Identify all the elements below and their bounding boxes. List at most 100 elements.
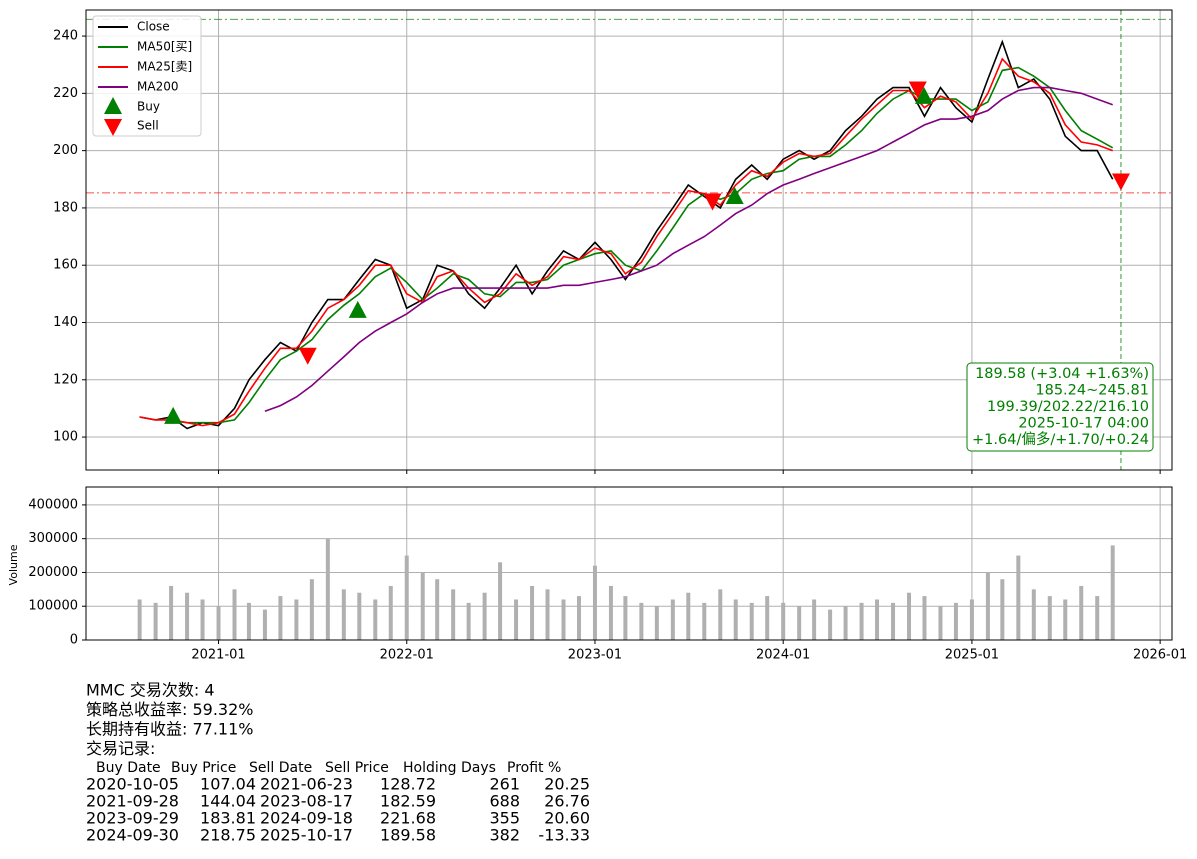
volume-bar — [1047, 596, 1052, 640]
legend-label: MA200 — [137, 80, 178, 94]
volume-bar — [153, 602, 158, 640]
volume-bar — [922, 596, 927, 640]
table-cell: 144.04 — [200, 792, 256, 811]
volume-bar — [875, 599, 880, 640]
volume-bar — [498, 562, 503, 640]
table-cell: 2025-10-17 — [260, 826, 353, 845]
table-cell: 20.60 — [544, 809, 590, 828]
volume-bar — [1000, 579, 1005, 640]
volume-bar — [969, 599, 974, 640]
volume-bar — [1031, 589, 1036, 640]
volume-bar — [812, 599, 817, 640]
table-cell: 26.76 — [544, 792, 590, 811]
volume-bar — [357, 592, 362, 640]
table-header: Profit % — [507, 760, 561, 776]
volume-bar — [530, 585, 535, 640]
line-series — [139, 57, 1113, 427]
volume-bar — [686, 592, 691, 640]
table-cell: 261 — [489, 775, 520, 794]
volume-bar — [797, 606, 802, 640]
volume-bar — [482, 592, 487, 640]
trade-marker — [164, 406, 183, 424]
table-cell: 218.75 — [200, 826, 256, 845]
volume-bar — [623, 596, 628, 640]
legend-label: MA25[卖] — [137, 60, 192, 74]
volume-bar — [388, 585, 393, 640]
annotation-line: 185.24~245.81 — [1035, 383, 1149, 399]
line-series — [264, 86, 1113, 413]
table-cell: -13.33 — [538, 826, 590, 845]
table-cell: 183.81 — [200, 809, 256, 828]
table-cell: 20.25 — [544, 775, 590, 794]
table-cell: 2021-09-28 — [86, 792, 179, 811]
volume-bar — [1016, 555, 1021, 640]
x-tick-label: 2026-01 — [1133, 648, 1187, 663]
volume-bar — [404, 555, 409, 640]
volume-bar — [262, 609, 267, 640]
y-tick-label: 0 — [70, 633, 78, 648]
legend-label: Buy — [137, 100, 160, 114]
y-tick-label: 100000 — [28, 599, 78, 614]
trade-marker — [348, 300, 367, 318]
legend-label: Close — [137, 20, 170, 34]
volume-bar — [718, 589, 723, 640]
volume-bar — [828, 609, 833, 640]
trade-marker — [1111, 173, 1130, 191]
x-tick-label: 2021-01 — [191, 648, 245, 663]
report-line: MMC 交易次数: 4 — [86, 681, 215, 700]
table-header: Holding Days — [403, 760, 496, 776]
volume-bar — [907, 592, 912, 640]
volume-bar — [325, 538, 330, 640]
volume-bar — [514, 599, 519, 640]
volume-bar — [451, 589, 456, 640]
volume-bar — [1063, 599, 1068, 640]
annotation-line: +1.64/偏多/+1.70/+0.24 — [972, 431, 1149, 448]
volume-bar — [733, 599, 738, 640]
x-tick-label: 2023-01 — [568, 648, 622, 663]
table-cell: 688 — [489, 792, 520, 811]
y-tick-label: 120 — [53, 372, 78, 387]
volume-bar — [592, 565, 597, 640]
volume-bar — [294, 599, 299, 640]
volume-bar — [608, 585, 613, 640]
volume-bar — [702, 602, 707, 640]
y-tick-label: 300000 — [28, 531, 78, 546]
table-cell: 182.59 — [380, 792, 436, 811]
table-header: Buy Price — [171, 760, 236, 776]
volume-bar — [765, 596, 770, 640]
axes-frame — [85, 486, 1173, 641]
annotation-box — [966, 362, 1154, 452]
volume-bar — [185, 592, 190, 640]
x-tick-label: 2024-01 — [756, 648, 810, 663]
volume-bar — [985, 572, 990, 640]
table-header: Sell Price — [325, 760, 389, 776]
table-header: Sell Date — [249, 760, 312, 776]
y-tick-label: 200 — [53, 143, 78, 158]
report-line: 策略总收益率: 59.32% — [86, 700, 254, 719]
axes-frame — [85, 9, 1173, 471]
volume-bar — [938, 606, 943, 640]
trade-marker — [725, 187, 744, 205]
legend-label: MA50[买] — [137, 40, 192, 54]
table-cell: 221.68 — [380, 809, 436, 828]
volume-bar — [466, 602, 471, 640]
trade-marker — [298, 347, 317, 365]
table-cell: 2024-09-18 — [260, 809, 353, 828]
table-cell: 2021-06-23 — [260, 775, 353, 794]
legend-swatch — [104, 119, 122, 136]
volume-bar — [953, 602, 958, 640]
volume-bar — [654, 606, 659, 640]
volume-bar — [1110, 545, 1115, 640]
volume-bar — [216, 606, 221, 640]
volume-bar — [200, 599, 205, 640]
volume-bar — [561, 599, 566, 640]
annotation-line: 189.58 (+3.04 +1.63%) — [975, 366, 1149, 382]
volume-bar — [373, 599, 378, 640]
volume-bar — [859, 602, 864, 640]
legend-label: Sell — [137, 119, 159, 133]
y-tick-label: 400000 — [28, 497, 78, 512]
table-cell: 2020-10-05 — [86, 775, 179, 794]
volume-bar — [1079, 585, 1084, 640]
y-tick-label: 240 — [53, 29, 78, 44]
y-axis-label: Volume — [7, 544, 20, 585]
